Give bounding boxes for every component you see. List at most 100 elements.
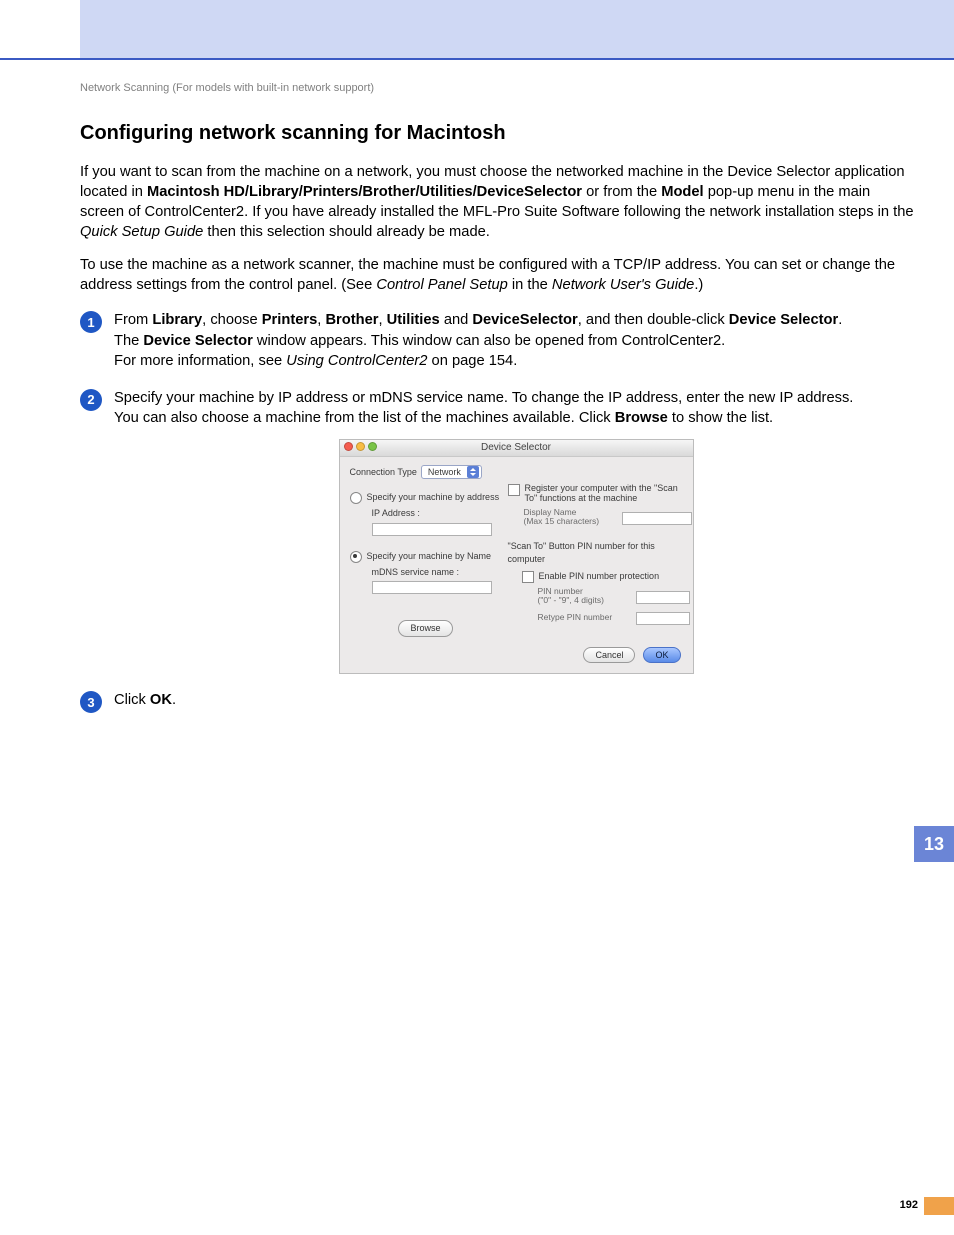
mdns-label: mDNS service name : — [372, 566, 502, 579]
step-1: 1 From Library, choose Printers, Brother… — [80, 310, 918, 372]
text: window appears. This window can also be … — [253, 333, 725, 349]
ok-text: OK — [150, 692, 172, 708]
text: .) — [694, 277, 703, 293]
specify-by-name-group: Specify your machine by Name mDNS servic… — [350, 550, 502, 595]
network-users-guide-text: Network User's Guide — [552, 277, 694, 293]
step-2: 2 Specify your machine by IP address or … — [80, 388, 918, 675]
ip-address-label: IP Address : — [372, 507, 502, 520]
text: ("0" - "9", 4 digits) — [538, 595, 604, 605]
retype-pin-input[interactable] — [636, 612, 690, 625]
page-title: Configuring network scanning for Macinto… — [80, 122, 918, 145]
header-band — [0, 0, 954, 60]
step-body: From Library, choose Printers, Brother , … — [114, 310, 918, 372]
ok-button[interactable]: OK — [643, 647, 680, 664]
connection-type-select[interactable]: Network — [421, 465, 482, 479]
browse-text: Browse — [615, 410, 668, 426]
text: Specify your machine by IP address or mD… — [114, 390, 853, 406]
name-radio-label: Specify your machine by Name — [367, 550, 492, 563]
step-body: Specify your machine by IP address or mD… — [114, 388, 918, 675]
close-icon[interactable] — [344, 442, 353, 451]
pin-number-input[interactable] — [636, 591, 690, 604]
mdns-input[interactable] — [372, 581, 492, 594]
window-left-panel: Connection Type Network Sp — [350, 465, 502, 637]
cancel-button[interactable]: Cancel — [583, 647, 635, 664]
text: . — [172, 692, 176, 708]
model-text: Model — [661, 184, 703, 200]
display-name-label: Display Name (Max 15 characters) — [524, 508, 616, 527]
text: then this selection should already be ma… — [203, 224, 490, 240]
text: , choose — [202, 312, 262, 328]
step-number-icon: 3 — [80, 691, 102, 713]
intro-paragraph-1: If you want to scan from the machine on … — [80, 163, 918, 242]
text: The — [114, 333, 143, 349]
text: From — [114, 312, 152, 328]
display-name-input[interactable] — [622, 512, 692, 525]
name-radio[interactable] — [350, 551, 362, 563]
zoom-icon[interactable] — [368, 442, 377, 451]
content-area: Network Scanning (For models with built-… — [80, 82, 918, 729]
library-text: Library — [152, 312, 202, 328]
pin-number-label: PIN number ("0" - "9", 4 digits) — [538, 587, 630, 606]
pin-heading: "Scan To" Button PIN number for this com… — [508, 540, 692, 565]
window-body: Connection Type Network Sp — [340, 457, 693, 641]
text: For more information, see — [114, 353, 286, 369]
traffic-lights — [344, 442, 377, 451]
register-checkbox[interactable] — [508, 484, 520, 496]
text: . — [838, 312, 842, 328]
text: Click — [114, 692, 150, 708]
connection-type-value: Network — [428, 466, 461, 479]
text: and — [440, 312, 473, 328]
retype-pin-row: Retype PIN number — [538, 609, 692, 625]
register-row: Register your computer with the "Scan To… — [508, 483, 692, 504]
step-3: 3 Click OK. — [80, 690, 918, 713]
printers-text: Printers — [262, 312, 318, 328]
display-name-row: Display Name (Max 15 characters) — [524, 508, 692, 527]
steps-list: 1 From Library, choose Printers, Brother… — [80, 310, 918, 713]
retype-pin-label: Retype PIN number — [538, 613, 630, 622]
pin-number-row: PIN number ("0" - "9", 4 digits) — [538, 587, 692, 606]
enable-pin-checkbox[interactable] — [522, 571, 534, 583]
text: on page 154. — [427, 353, 517, 369]
window-footer: Cancel OK — [340, 641, 693, 674]
chapter-tab: 13 — [914, 826, 954, 862]
control-panel-setup-text: Control Panel Setup — [376, 277, 507, 293]
connection-type-label: Connection Type — [350, 466, 417, 479]
select-arrows-icon — [467, 466, 479, 478]
page: Network Scanning (For models with built-… — [0, 0, 954, 1235]
device-selector-text: Device Selector — [729, 312, 838, 328]
breadcrumb: Network Scanning (For models with built-… — [80, 82, 918, 94]
step-body: Click OK. — [114, 690, 918, 711]
address-radio-label: Specify your machine by address — [367, 491, 500, 504]
text: (Max 15 characters) — [524, 516, 600, 526]
window-titlebar[interactable]: Device Selector — [340, 440, 693, 457]
using-controlcenter2-text: Using ControlCenter2 — [286, 353, 427, 369]
ip-address-input[interactable] — [372, 523, 492, 536]
register-label: Register your computer with the "Scan To… — [525, 483, 692, 504]
text: or from the — [582, 184, 661, 200]
step-number-icon: 2 — [80, 389, 102, 411]
address-radio[interactable] — [350, 492, 362, 504]
path-text: Macintosh HD/Library/Printers/Brother/Ut… — [147, 184, 582, 200]
text: in the — [508, 277, 552, 293]
page-number: 192 — [900, 1199, 918, 1211]
minimize-icon[interactable] — [356, 442, 365, 451]
window-right-panel: Register your computer with the "Scan To… — [508, 465, 692, 637]
connection-type-row: Connection Type Network — [350, 465, 502, 479]
text: , and then double-click — [578, 312, 729, 328]
brother-text: Brother — [325, 312, 378, 328]
window-title: Device Selector — [481, 442, 551, 453]
text: , — [379, 312, 387, 328]
header-band-cutout — [0, 0, 80, 58]
enable-pin-row: Enable PIN number protection — [522, 570, 692, 583]
quick-setup-guide-text: Quick Setup Guide — [80, 224, 203, 240]
text: You can also choose a machine from the l… — [114, 410, 615, 426]
page-number-bar — [924, 1197, 954, 1215]
deviceselector-text: DeviceSelector — [472, 312, 577, 328]
enable-pin-label: Enable PIN number protection — [539, 570, 660, 583]
browse-wrap: Browse — [350, 620, 502, 637]
browse-button[interactable]: Browse — [398, 620, 452, 637]
specify-by-address-group: Specify your machine by address IP Addre… — [350, 491, 502, 536]
utilities-text: Utilities — [387, 312, 440, 328]
device-selector-text: Device Selector — [143, 333, 252, 349]
device-selector-window: Device Selector Connection Type Network — [339, 439, 694, 674]
